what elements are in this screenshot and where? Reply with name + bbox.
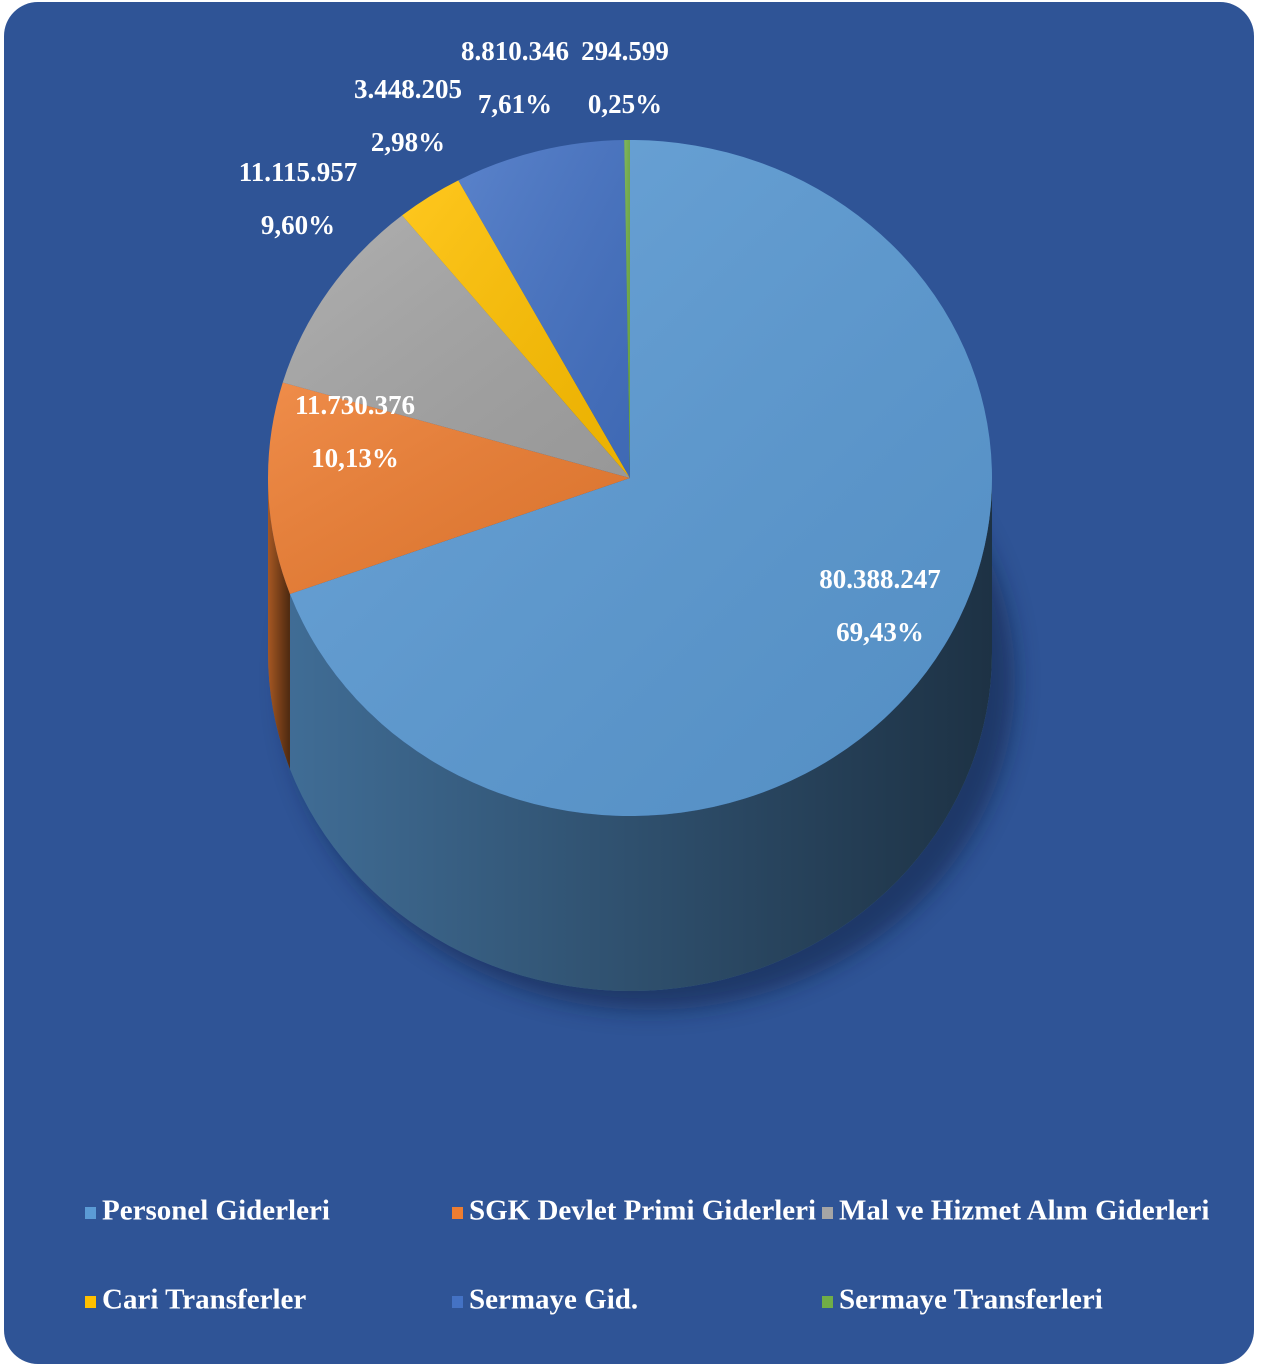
legend-label: Cari Transferler <box>102 1284 306 1316</box>
slice-gloss <box>624 140 630 478</box>
slice-gloss <box>289 140 993 816</box>
slice-gloss <box>402 180 630 478</box>
legend-label: SGK Devlet Primi Giderleri <box>469 1195 816 1227</box>
value-label: 11.730.376 <box>295 390 415 420</box>
slice-gloss <box>282 215 630 478</box>
legend-marker <box>85 1296 96 1308</box>
legend-label: Personel Giderleri <box>102 1195 330 1227</box>
legend-label: Sermaye Transferleri <box>839 1284 1103 1316</box>
percentage-label: 7,61% <box>478 89 552 119</box>
slice-gloss <box>268 382 630 594</box>
value-label: 11.115.957 <box>239 157 358 187</box>
percentage-label: 0,25% <box>588 89 662 119</box>
legend-marker <box>452 1207 463 1219</box>
value-label: 80.388.247 <box>819 564 941 594</box>
legend-label: Sermaye Gid. <box>469 1284 638 1316</box>
legend-marker <box>452 1296 463 1308</box>
percentage-label: 2,98% <box>371 127 445 157</box>
legend-marker <box>822 1207 833 1219</box>
side-shade <box>289 478 993 992</box>
value-label: 8.810.346 <box>461 36 569 66</box>
percentage-label: 69,43% <box>836 617 924 647</box>
side-shade <box>268 478 290 769</box>
percentage-label: 9,60% <box>261 210 335 240</box>
legend-marker <box>822 1296 833 1308</box>
slice-gloss <box>458 140 630 478</box>
legend-marker <box>85 1207 96 1219</box>
value-label: 3.448.205 <box>354 74 462 104</box>
percentage-label: 10,13% <box>311 443 399 473</box>
value-label: 294.599 <box>581 36 669 66</box>
legend-label: Mal ve Hizmet Alım Giderleri <box>839 1195 1209 1227</box>
